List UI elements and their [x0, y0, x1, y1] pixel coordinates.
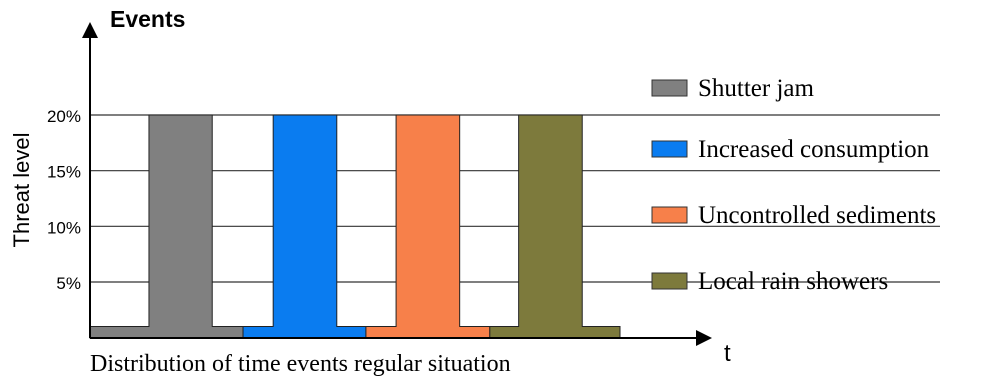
x-axis-arrow — [696, 330, 712, 346]
y-tick-label: 10% — [47, 218, 81, 237]
y-axis-arrow — [82, 22, 98, 38]
series-area-4 — [489, 114, 621, 339]
legend-swatch — [651, 206, 688, 224]
legend-label: Shutter jam — [698, 75, 815, 102]
chart-title: Events — [110, 6, 185, 32]
legend: Shutter jam Increased consumption Uncontro… — [651, 75, 936, 295]
y-tick-labels: 5% 10% 15% 20% — [47, 107, 81, 293]
grid-lines — [90, 114, 940, 283]
axes — [82, 22, 712, 346]
legend-swatch — [651, 272, 688, 290]
series-areas — [89, 114, 621, 339]
legend-label: Local rain showers — [698, 268, 888, 295]
legend-swatch — [651, 140, 688, 158]
y-tick-label: 20% — [47, 107, 81, 126]
legend-label: Uncontrolled sediments — [698, 202, 936, 229]
y-tick-label: 5% — [56, 274, 81, 293]
legend-swatch — [651, 79, 688, 97]
x-axis-label: t — [724, 340, 731, 367]
legend-label: Increased consumption — [698, 136, 930, 163]
chart-caption: Distribution of time events regular situ… — [90, 351, 511, 377]
y-tick-label: 15% — [47, 163, 81, 182]
y-axis-label: Threat level — [9, 133, 34, 248]
